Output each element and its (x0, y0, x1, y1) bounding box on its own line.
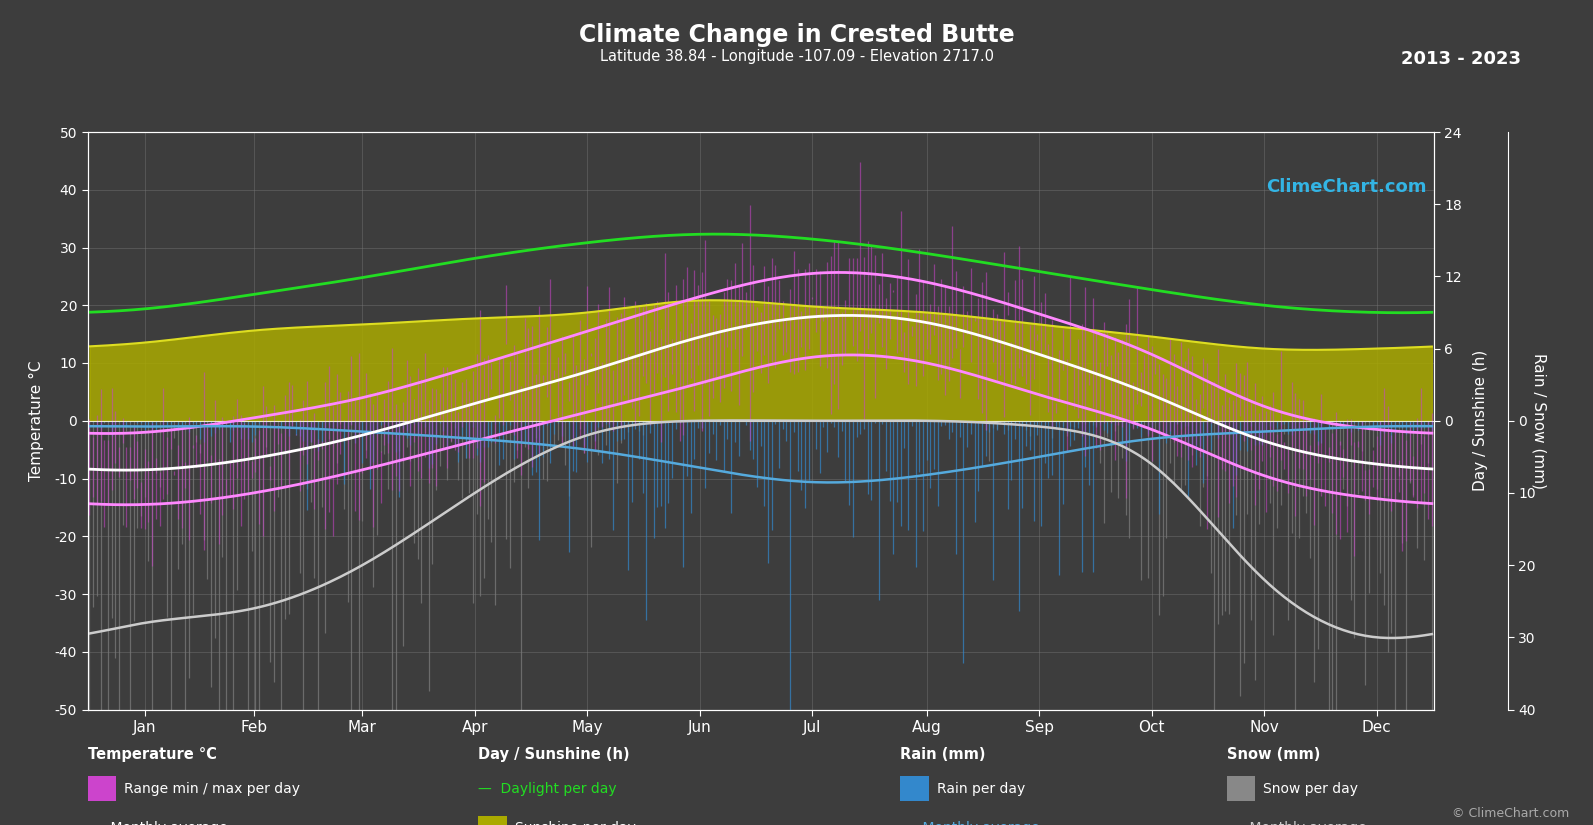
Text: Climate Change in Crested Butte: Climate Change in Crested Butte (578, 23, 1015, 47)
Text: —  Monthly average: — Monthly average (88, 822, 228, 825)
Text: —  Daylight per day: — Daylight per day (478, 782, 616, 795)
Y-axis label: Temperature °C: Temperature °C (29, 361, 43, 481)
Text: Snow per day: Snow per day (1263, 782, 1359, 795)
Y-axis label: Rain / Snow (mm): Rain / Snow (mm) (1532, 353, 1547, 488)
Text: © ClimeChart.com: © ClimeChart.com (1451, 807, 1569, 820)
Text: —  Monthly average: — Monthly average (1227, 822, 1367, 825)
Text: Temperature °C: Temperature °C (88, 747, 217, 761)
Text: Sunshine per day: Sunshine per day (515, 822, 636, 825)
Text: Rain per day: Rain per day (937, 782, 1024, 795)
Text: ClimeChart.com: ClimeChart.com (1266, 178, 1427, 196)
Text: Day / Sunshine (h): Day / Sunshine (h) (478, 747, 629, 761)
Text: Rain (mm): Rain (mm) (900, 747, 986, 761)
Text: —  Monthly average: — Monthly average (900, 822, 1040, 825)
Y-axis label: Day / Sunshine (h): Day / Sunshine (h) (1474, 350, 1488, 492)
Text: 2013 - 2023: 2013 - 2023 (1402, 50, 1521, 68)
Text: Latitude 38.84 - Longitude -107.09 - Elevation 2717.0: Latitude 38.84 - Longitude -107.09 - Ele… (599, 50, 994, 64)
Text: Range min / max per day: Range min / max per day (124, 782, 299, 795)
Text: Snow (mm): Snow (mm) (1227, 747, 1321, 761)
